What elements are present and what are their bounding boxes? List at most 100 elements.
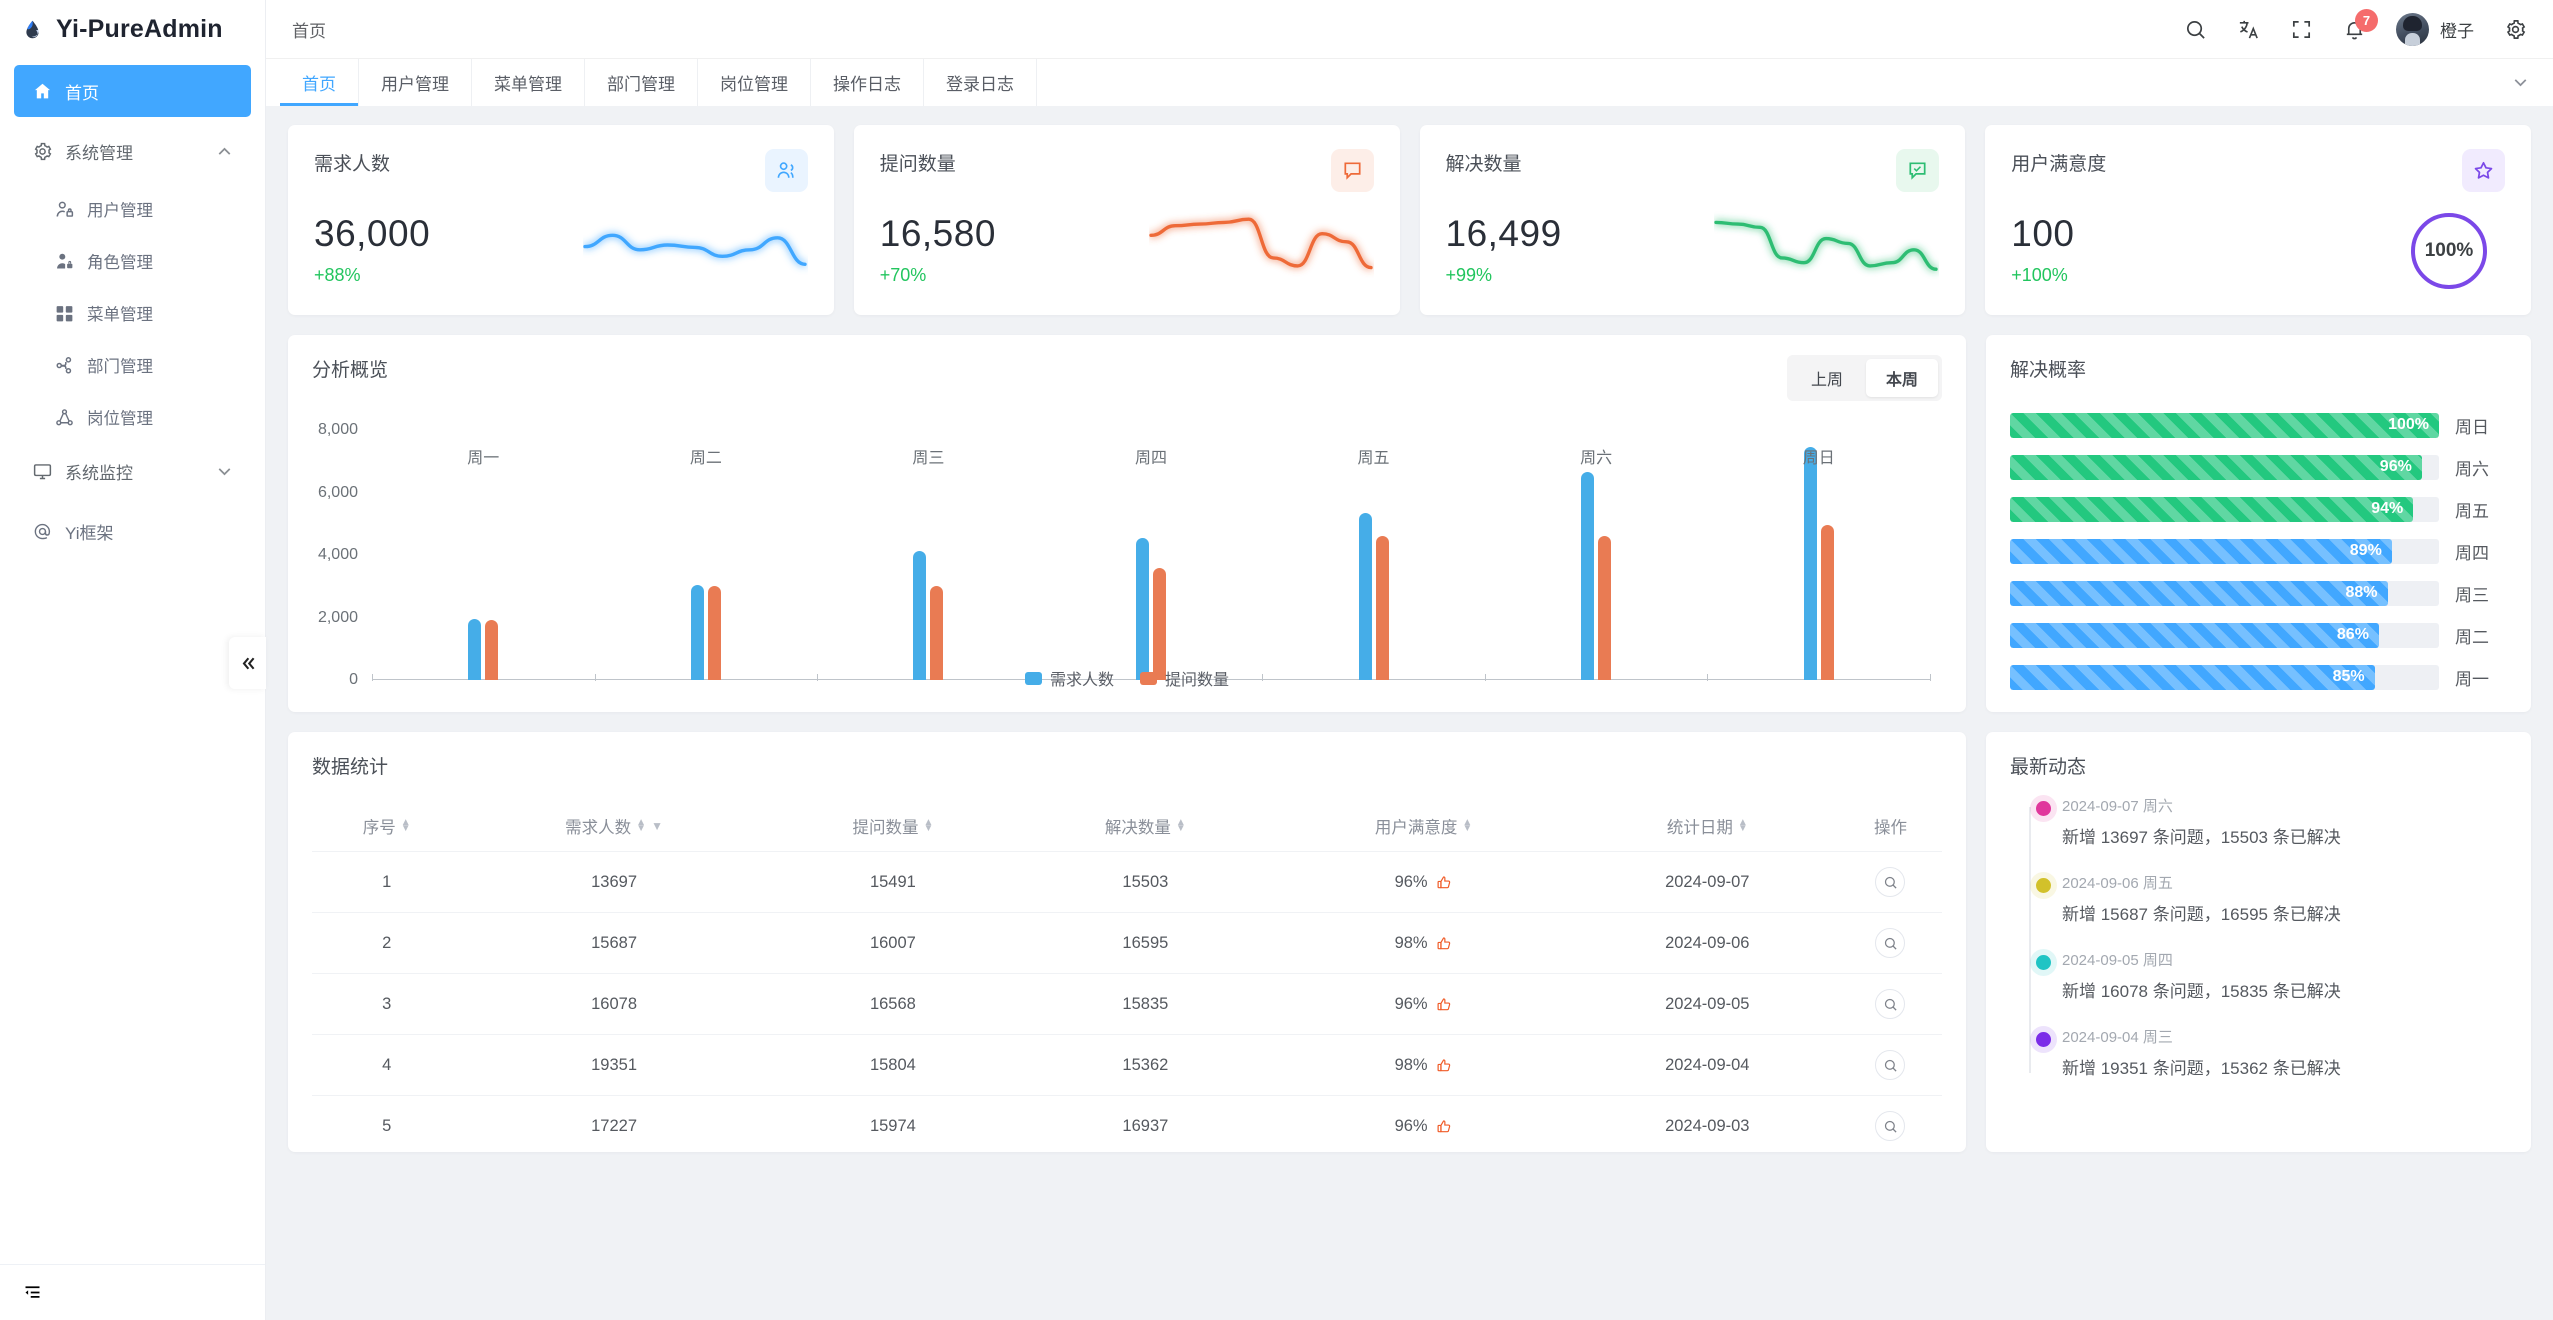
tab-菜单管理[interactable]: 菜单管理	[472, 59, 585, 106]
search-icon	[1883, 1058, 1898, 1073]
table-column-header[interactable]: 解决数量 ▲ ▼	[1019, 801, 1271, 852]
column-label: 用户满意度	[1374, 819, 1458, 837]
sidebar-item-yi-framework[interactable]: Yi框架	[14, 505, 251, 557]
table-column-header[interactable]: 统计日期 ▲ ▼	[1576, 801, 1839, 852]
tab-用户管理[interactable]: 用户管理	[359, 59, 472, 106]
progress-percent: 100%	[2388, 416, 2429, 433]
tab-岗位管理[interactable]: 岗位管理	[698, 59, 811, 106]
progress-track: 89%	[2010, 538, 2439, 564]
legend-item[interactable]: 需求人数	[1024, 666, 1114, 690]
sidebar-item-post-manage[interactable]: 岗位管理	[14, 393, 251, 441]
thumbs-up-icon	[1436, 1118, 1453, 1135]
legend-color-swatch	[1024, 671, 1042, 685]
x-axis-tick	[1930, 674, 1931, 681]
tabs-more-button[interactable]	[2488, 59, 2553, 106]
tab-首页[interactable]: 首页	[280, 59, 359, 106]
sidebar-item-label: 系统管理	[65, 143, 133, 163]
segment-this-week[interactable]: 本周	[1865, 359, 1938, 397]
table-cell-ask: 15804	[766, 1034, 1020, 1096]
progress-percent: 88%	[2345, 584, 2378, 601]
sidebar-item-label: 首页	[65, 83, 99, 103]
week-toggle: 上周 本周	[1786, 355, 1942, 401]
table-cell-no: 4	[312, 1034, 462, 1096]
progress-fill: 89%	[2010, 538, 2392, 564]
sidebar-item-home[interactable]: 首页	[14, 65, 251, 117]
stat-cards: 需求人数 36,000 +88% 提问数量 16,580 +70% 解决数量 16,499 +9…	[288, 125, 2531, 315]
sidebar-item-user-manage[interactable]: 用户管理	[14, 185, 251, 233]
table-row: 4 19351 15804 15362 98% 2024-09-04	[312, 1034, 1942, 1096]
page-content: 需求人数 36,000 +88% 提问数量 16,580 +70% 解决数量 16,499 +9…	[266, 106, 2553, 1320]
sidebar-item-menu-manage[interactable]: 菜单管理	[14, 289, 251, 337]
tab-部门管理[interactable]: 部门管理	[585, 59, 698, 106]
sort-icon[interactable]: ▲ ▼	[400, 817, 411, 834]
sidebar-item-system-manage[interactable]: 系统管理	[14, 125, 251, 177]
search-icon	[1883, 1119, 1898, 1134]
sidebar-item-system-monitor[interactable]: 系统监控	[14, 445, 251, 497]
search-icon[interactable]	[2184, 18, 2207, 41]
timeline-date: 2024-09-04 周三	[2062, 1029, 2173, 1046]
view-detail-button[interactable]	[1875, 867, 1906, 897]
view-detail-button[interactable]	[1875, 989, 1906, 1019]
table-cell-no: 1	[312, 851, 462, 913]
table-cell-no: 2	[312, 912, 462, 974]
view-detail-button[interactable]	[1875, 1111, 1906, 1141]
topbar-actions: 7 橙子	[2184, 8, 2527, 46]
fullscreen-icon[interactable]	[2290, 18, 2313, 41]
table-column-header[interactable]: 需求人数 ▲ ▼ ▼	[461, 801, 766, 852]
sidebar-item-label: 系统监控	[65, 463, 133, 483]
bell-icon[interactable]: 7	[2343, 8, 2378, 41]
satisfaction-value: 98%	[1394, 1055, 1428, 1074]
view-detail-button[interactable]	[1875, 1050, 1906, 1080]
translate-icon[interactable]	[2237, 18, 2260, 41]
home-icon	[32, 81, 53, 102]
user-lock-icon	[54, 199, 75, 220]
gear-icon[interactable]	[2504, 18, 2527, 41]
sort-icon[interactable]: ▲ ▼	[923, 817, 934, 834]
legend-item[interactable]: 提问数量	[1140, 666, 1229, 690]
filter-icon[interactable]: ▼	[651, 819, 663, 833]
progress-fill: 86%	[2010, 622, 2379, 648]
stat-percent: +70%	[879, 265, 927, 285]
user-menu[interactable]: 橙子	[2396, 12, 2474, 46]
sidebar-menu: 首页 系统管理	[0, 58, 265, 1264]
view-detail-button[interactable]	[1875, 928, 1906, 958]
table-cell-operation	[1838, 1034, 1942, 1096]
brand[interactable]: Yi-PureAdmin	[0, 0, 265, 58]
sidebar-item-dept-manage[interactable]: 部门管理	[14, 341, 251, 389]
column-label: 序号	[362, 819, 396, 837]
user-role-icon	[54, 251, 75, 272]
thumbs-up-icon	[1436, 874, 1453, 891]
sort-icon[interactable]: ▲ ▼	[636, 817, 647, 834]
chart-bar	[707, 586, 721, 680]
progress-fill: 94%	[2010, 496, 2413, 522]
table-cell-solve: 15362	[1019, 1034, 1272, 1096]
x-axis-tick	[1707, 674, 1709, 681]
sidebar-footer-toggle[interactable]	[0, 1264, 265, 1320]
timeline-text: 新增 16078 条问题，15835 条已解决	[2062, 982, 2341, 1001]
probability-row: 86% 周二	[2010, 614, 2507, 656]
tab-操作日志[interactable]: 操作日志	[811, 59, 924, 106]
x-axis-tick-label: 周一	[467, 450, 500, 467]
table-cell-solve: 15835	[1019, 973, 1272, 1035]
stat-title: 用户满意度	[2011, 154, 2107, 175]
table-column-header[interactable]: 提问数量 ▲ ▼	[767, 801, 1019, 852]
stat-title: 提问数量	[879, 154, 956, 175]
tab-登录日志[interactable]: 登录日志	[924, 59, 1037, 106]
chart-bar	[1136, 537, 1149, 680]
stat-card-header: 提问数量	[880, 149, 1374, 192]
sort-icon[interactable]: ▲ ▼	[1462, 817, 1473, 834]
stat-card: 解决数量 16,499 +99%	[1419, 125, 1966, 315]
progress-day-label: 周一	[2455, 669, 2489, 689]
y-axis-tick-label: 2,000	[317, 608, 358, 626]
table-column-header[interactable]: 用户满意度 ▲ ▼	[1272, 801, 1576, 852]
sort-icon[interactable]: ▲ ▼	[1737, 817, 1748, 834]
sidebar-item-role-manage[interactable]: 角色管理	[14, 237, 251, 285]
sort-icon[interactable]: ▲ ▼	[1175, 817, 1186, 834]
stat-value: 100	[2011, 213, 2075, 254]
search-icon	[1883, 997, 1898, 1012]
table-column-header[interactable]: 序号 ▲ ▼	[312, 801, 461, 852]
sidebar-collapse-button[interactable]	[229, 637, 266, 689]
bottom-row: 数据统计 序号 ▲ ▼ 需求人数 ▲ ▼ ▼ 提问数量 ▲ ▼ 解决数量 ▲ ▼ 用户满意度 ▲ ▼ 统计日期 ▲…	[288, 732, 2531, 1152]
segment-last-week[interactable]: 上周	[1810, 372, 1843, 389]
x-axis-tick	[1262, 674, 1264, 681]
